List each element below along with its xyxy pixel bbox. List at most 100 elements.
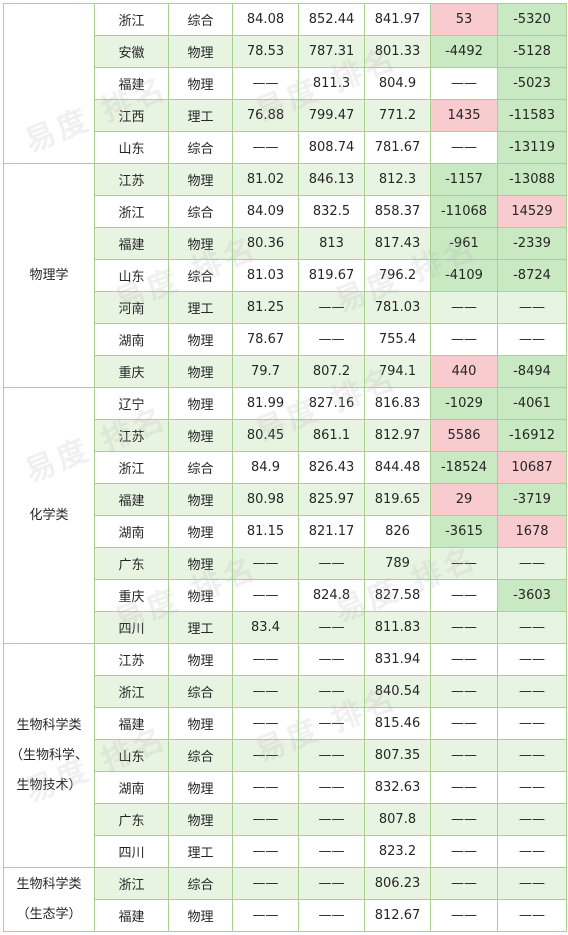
- diff-2-cell: ——: [497, 611, 567, 644]
- diff-2-cell: ——: [497, 739, 567, 772]
- value-2-cell: 832.63: [364, 771, 431, 804]
- major-cell: [3, 3, 95, 164]
- value-2-cell: 794.1: [364, 355, 431, 388]
- value-1-cell: 811.3: [298, 67, 365, 100]
- diff-1-cell: 440: [430, 355, 498, 388]
- province-cell: 安徽: [94, 35, 169, 68]
- subject-cell: 物理: [168, 35, 233, 68]
- table-row: 重庆 物理 79.7 807.2 794.1 440 -8494: [4, 355, 567, 388]
- province-cell: 浙江: [94, 3, 169, 36]
- score-cell: ——: [232, 835, 299, 868]
- province-cell: 山东: [94, 739, 169, 772]
- value-2-cell: 816.83: [364, 387, 431, 420]
- value-2-cell: 812.3: [364, 163, 431, 196]
- value-1-cell: 807.2: [298, 355, 365, 388]
- province-cell: 江苏: [94, 419, 169, 452]
- diff-2-cell: -13119: [497, 131, 567, 164]
- diff-2-cell: -8494: [497, 355, 567, 388]
- value-1-cell: 861.1: [298, 419, 365, 452]
- province-cell: 重庆: [94, 355, 169, 388]
- province-cell: 河南: [94, 291, 169, 324]
- value-1-cell: ——: [298, 707, 365, 740]
- table-row: 福建 物理 80.98 825.97 819.65 29 -3719: [4, 483, 567, 516]
- province-cell: 重庆: [94, 579, 169, 612]
- subject-cell: 物理: [168, 899, 233, 932]
- diff-1-cell: ——: [430, 323, 498, 356]
- subject-cell: 物理: [168, 419, 233, 452]
- diff-1-cell: 5586: [430, 419, 498, 452]
- diff-2-cell: ——: [497, 803, 567, 836]
- diff-1-cell: 29: [430, 483, 498, 516]
- subject-cell: 物理: [168, 707, 233, 740]
- value-1-cell: 832.5: [298, 195, 365, 228]
- diff-1-cell: ——: [430, 771, 498, 804]
- score-table: 浙江 综合 84.08 852.44 841.97 53 -5320 安徽 物理 78.53 787…: [3, 3, 567, 932]
- subject-cell: 物理: [168, 643, 233, 676]
- value-2-cell: 804.9: [364, 67, 431, 100]
- table-row: 湖南 物理 78.67 —— 755.4 —— ——: [4, 323, 567, 356]
- value-2-cell: 826: [364, 515, 431, 548]
- diff-1-cell: ——: [430, 899, 498, 932]
- subject-cell: 物理: [168, 803, 233, 836]
- value-2-cell: 817.43: [364, 227, 431, 260]
- value-1-cell: 787.31: [298, 35, 365, 68]
- diff-2-cell: -8724: [497, 259, 567, 292]
- score-cell: 81.99: [232, 387, 299, 420]
- subject-cell: 理工: [168, 611, 233, 644]
- value-1-cell: ——: [298, 739, 365, 772]
- province-cell: 辽宁: [94, 387, 169, 420]
- table-row: 福建 物理 80.36 813 817.43 -961 -2339: [4, 227, 567, 260]
- diff-2-cell: -5320: [497, 3, 567, 36]
- value-2-cell: 781.67: [364, 131, 431, 164]
- diff-1-cell: ——: [430, 579, 498, 612]
- value-2-cell: 844.48: [364, 451, 431, 484]
- table-row: 福建 物理 —— —— 815.46 —— ——: [4, 707, 567, 740]
- diff-2-cell: -5023: [497, 67, 567, 100]
- province-cell: 福建: [94, 707, 169, 740]
- subject-cell: 理工: [168, 835, 233, 868]
- major-cell: 生物科学类（生态学）: [3, 867, 95, 932]
- diff-1-cell: 53: [430, 3, 498, 36]
- value-1-cell: ——: [298, 675, 365, 708]
- score-cell: 84.08: [232, 3, 299, 36]
- value-2-cell: 827.58: [364, 579, 431, 612]
- score-cell: ——: [232, 707, 299, 740]
- diff-1-cell: ——: [430, 611, 498, 644]
- value-1-cell: 852.44: [298, 3, 365, 36]
- table-row: 山东 综合 —— —— 807.35 —— ——: [4, 739, 567, 772]
- diff-2-cell: ——: [497, 771, 567, 804]
- table-row: 福建 物理 —— 811.3 804.9 —— -5023: [4, 67, 567, 100]
- table-row: 化学类 辽宁 物理 81.99 827.16 816.83 -1029 -4061: [3, 387, 567, 644]
- major-cell: 生物科学类（生物科学、生物技术）: [3, 643, 95, 868]
- score-cell: ——: [232, 131, 299, 164]
- score-cell: 81.25: [232, 291, 299, 324]
- subject-cell: 物理: [168, 355, 233, 388]
- value-2-cell: 840.54: [364, 675, 431, 708]
- value-2-cell: 801.33: [364, 35, 431, 68]
- province-cell: 福建: [94, 67, 169, 100]
- value-1-cell: 821.17: [298, 515, 365, 548]
- value-2-cell: 781.03: [364, 291, 431, 324]
- subject-cell: 物理: [168, 547, 233, 580]
- subject-cell: 理工: [168, 99, 233, 132]
- diff-2-cell: ——: [497, 643, 567, 676]
- value-2-cell: 812.97: [364, 419, 431, 452]
- province-cell: 山东: [94, 131, 169, 164]
- diff-1-cell: ——: [430, 739, 498, 772]
- score-cell: 80.98: [232, 483, 299, 516]
- score-cell: 84.9: [232, 451, 299, 484]
- score-cell: ——: [232, 867, 299, 900]
- diff-2-cell: 10687: [497, 451, 567, 484]
- province-cell: 湖南: [94, 771, 169, 804]
- province-cell: 江苏: [94, 163, 169, 196]
- diff-2-cell: -2339: [497, 227, 567, 260]
- table-row: 江西 理工 76.88 799.47 771.2 1435 -11583: [4, 99, 567, 132]
- value-2-cell: 807.8: [364, 803, 431, 836]
- province-cell: 广东: [94, 803, 169, 836]
- subject-cell: 理工: [168, 291, 233, 324]
- diff-2-cell: -13088: [497, 163, 567, 196]
- table-row: 湖南 物理 81.15 821.17 826 -3615 1678: [4, 515, 567, 548]
- table-row: 江苏 物理 80.45 861.1 812.97 5586 -16912: [4, 419, 567, 452]
- score-cell: 81.02: [232, 163, 299, 196]
- score-cell: ——: [232, 547, 299, 580]
